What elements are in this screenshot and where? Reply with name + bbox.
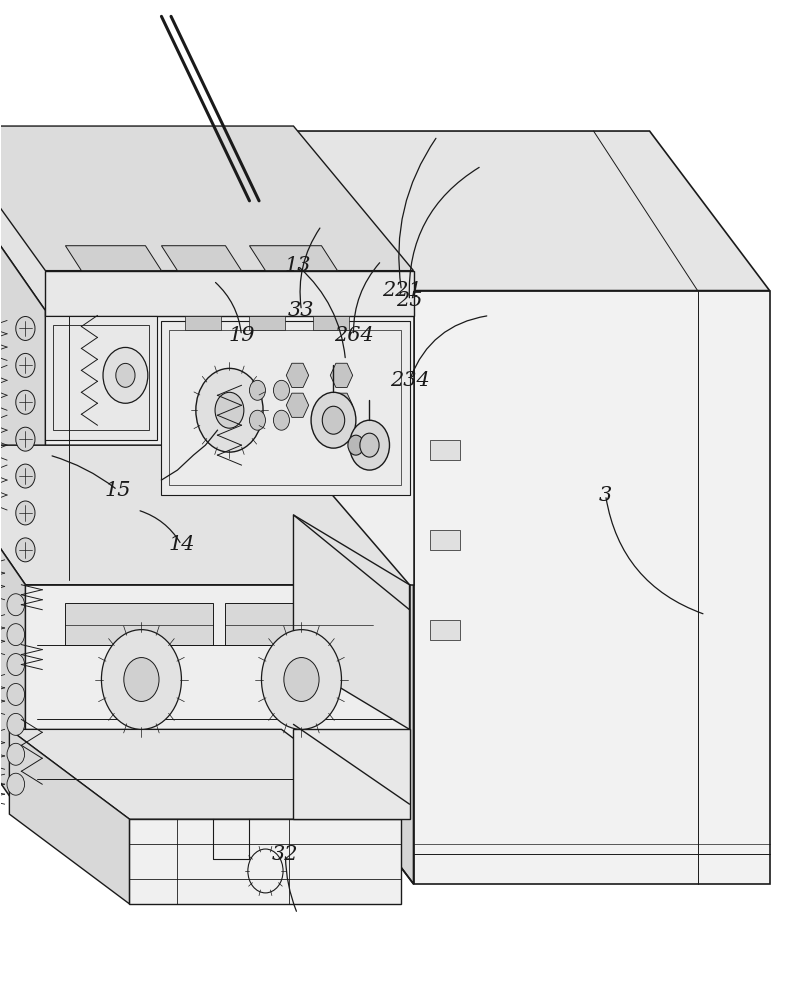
Circle shape <box>16 390 35 414</box>
Circle shape <box>16 317 35 340</box>
Bar <box>429 530 460 550</box>
Polygon shape <box>0 161 413 311</box>
Circle shape <box>349 420 389 470</box>
Circle shape <box>359 433 379 457</box>
Polygon shape <box>0 445 409 585</box>
Circle shape <box>7 624 25 646</box>
Text: 15: 15 <box>104 481 131 500</box>
Circle shape <box>196 368 263 452</box>
Polygon shape <box>26 585 409 819</box>
Circle shape <box>16 464 35 488</box>
Circle shape <box>261 630 341 729</box>
Circle shape <box>7 743 25 765</box>
Text: 32: 32 <box>272 845 298 864</box>
Circle shape <box>284 658 318 701</box>
Text: 264: 264 <box>333 326 373 345</box>
Text: 221: 221 <box>381 281 421 300</box>
Circle shape <box>7 773 25 795</box>
Polygon shape <box>10 729 129 904</box>
Polygon shape <box>0 126 413 271</box>
Bar <box>169 330 401 485</box>
Circle shape <box>7 683 25 705</box>
Polygon shape <box>161 246 241 271</box>
Polygon shape <box>46 316 157 440</box>
Polygon shape <box>286 363 308 387</box>
Polygon shape <box>330 393 352 417</box>
Polygon shape <box>10 729 401 819</box>
Circle shape <box>249 380 265 400</box>
Circle shape <box>273 380 289 400</box>
Circle shape <box>101 630 181 729</box>
Text: 13: 13 <box>284 256 310 275</box>
Polygon shape <box>46 271 413 316</box>
Polygon shape <box>330 363 352 387</box>
Circle shape <box>16 427 35 451</box>
Circle shape <box>249 410 265 430</box>
Polygon shape <box>129 819 401 904</box>
Circle shape <box>16 353 35 377</box>
Circle shape <box>103 347 148 403</box>
Polygon shape <box>293 515 409 729</box>
Bar <box>429 620 460 640</box>
Text: 33: 33 <box>288 301 314 320</box>
Circle shape <box>115 363 135 387</box>
Circle shape <box>16 538 35 562</box>
Polygon shape <box>161 320 409 495</box>
Bar <box>54 325 149 430</box>
Circle shape <box>7 594 25 616</box>
Bar <box>429 440 460 460</box>
Text: 25: 25 <box>395 291 422 310</box>
Polygon shape <box>293 131 768 291</box>
Text: 19: 19 <box>228 326 254 345</box>
Circle shape <box>7 654 25 676</box>
Polygon shape <box>249 246 337 271</box>
Polygon shape <box>46 311 413 585</box>
Circle shape <box>322 406 344 434</box>
Polygon shape <box>0 161 46 585</box>
Bar <box>225 603 373 645</box>
Polygon shape <box>313 316 349 330</box>
Polygon shape <box>293 729 409 819</box>
Polygon shape <box>249 316 286 330</box>
Polygon shape <box>65 246 161 271</box>
Circle shape <box>7 713 25 735</box>
Polygon shape <box>293 131 413 884</box>
Circle shape <box>16 501 35 525</box>
Circle shape <box>273 410 289 430</box>
Polygon shape <box>0 445 26 819</box>
Text: 234: 234 <box>389 371 429 390</box>
Text: 3: 3 <box>598 486 611 505</box>
Polygon shape <box>286 393 308 417</box>
Circle shape <box>124 658 159 701</box>
Polygon shape <box>185 316 221 330</box>
Polygon shape <box>413 291 768 884</box>
Text: 14: 14 <box>168 535 194 554</box>
Circle shape <box>310 392 355 448</box>
Circle shape <box>215 392 244 428</box>
Bar <box>65 603 213 645</box>
Circle shape <box>347 435 363 455</box>
